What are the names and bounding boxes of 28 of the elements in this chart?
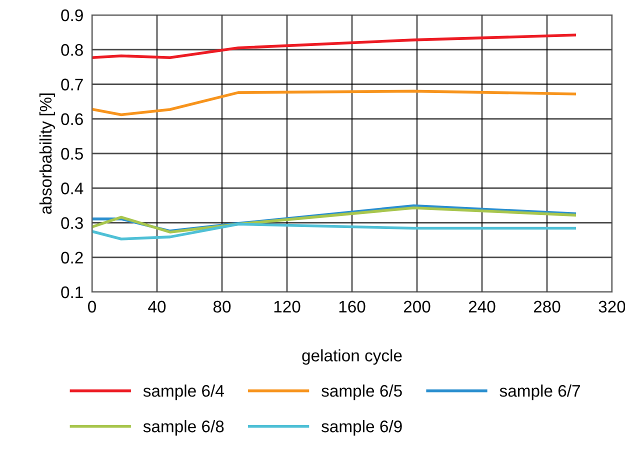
x-tick-label: 40 (148, 300, 166, 313)
y-tick-label: 0.6 (61, 113, 83, 126)
x-tick-label: 0 (88, 300, 96, 313)
legend-label: sample 6/4 (143, 384, 224, 400)
y-tick-label: 0.3 (61, 217, 83, 229)
y-tick-label: 0.2 (61, 252, 83, 264)
legend-label: sample 6/7 (500, 384, 580, 400)
x-tick-label: 80 (213, 300, 231, 313)
x-tick-label: 200 (404, 300, 430, 313)
y-axis-title: absorbability [%] (39, 94, 55, 214)
x-axis-title: gelation cycle (302, 349, 402, 365)
line-series (92, 34, 576, 59)
y-tick-label: 0.4 (61, 182, 84, 194)
line-series (92, 90, 576, 116)
x-tick-label: 280 (534, 300, 560, 313)
x-tick-label: 240 (468, 300, 496, 313)
y-tick-label: 0.1 (61, 286, 83, 298)
legend-label: sample 6/5 (322, 384, 402, 400)
x-tick-label: 120 (274, 300, 300, 313)
y-tick-label: 0.8 (61, 44, 83, 56)
line-series (92, 222, 576, 240)
legend-label: sample 6/8 (143, 420, 224, 436)
y-tick-label: 0.5 (61, 148, 83, 160)
y-tick-label: 0.7 (61, 78, 83, 90)
x-tick-label: 320 (598, 300, 625, 313)
legend-label: sample 6/9 (322, 420, 402, 436)
y-tick-label: 0.9 (61, 9, 83, 22)
x-tick-label: 160 (339, 300, 366, 313)
